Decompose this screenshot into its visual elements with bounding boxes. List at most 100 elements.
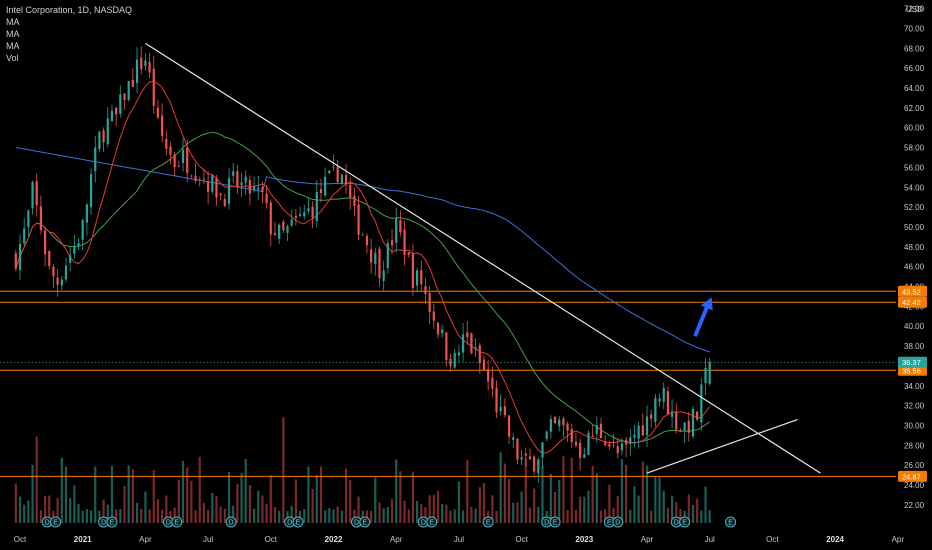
volume-bar [537, 506, 540, 523]
candle-body [319, 189, 323, 194]
price-axis[interactable]: 22.0024.0026.0028.0030.0032.0034.0036.00… [898, 5, 927, 510]
symbol-title[interactable]: Intel Corporation, 1D, NASDAQ [6, 5, 133, 15]
volume-bar [666, 507, 669, 523]
candle-body [349, 185, 352, 198]
volume-bar [420, 504, 423, 523]
volume-bar [641, 461, 644, 523]
candle [315, 180, 318, 228]
candle-body [244, 176, 247, 183]
candle-body [282, 221, 285, 231]
candle-body [35, 181, 38, 206]
price-tick-label: 52.00 [904, 203, 925, 212]
candle-body [219, 193, 222, 196]
candle [670, 399, 674, 429]
event-marker: D [225, 516, 237, 528]
candle [69, 247, 72, 271]
volume-bar [349, 479, 352, 523]
candle [533, 455, 536, 475]
level-badge-text: 43.52 [902, 287, 921, 296]
volume-bar [89, 510, 93, 523]
legend-ma-2[interactable]: MA [6, 29, 20, 39]
legend-ma-1[interactable]: MA [6, 17, 20, 27]
candle [625, 436, 628, 457]
candle [482, 355, 486, 371]
candle [629, 428, 632, 456]
candle [290, 209, 293, 228]
time-tick-label: Jul [454, 535, 464, 544]
candle [390, 229, 394, 254]
time-tick-label: 2024 [826, 535, 844, 544]
candle-body [512, 437, 515, 440]
volume-bar [240, 473, 243, 523]
event-marker: D [612, 516, 624, 528]
candle-body [60, 279, 63, 286]
candle-body [583, 454, 586, 458]
candle [645, 405, 649, 448]
candle [428, 285, 431, 325]
candle-body [629, 437, 632, 445]
event-circle [359, 516, 371, 528]
candle [227, 168, 231, 210]
candle-body [599, 423, 603, 439]
candle-body [495, 387, 498, 413]
candle-body [654, 397, 657, 423]
volume-bar [407, 509, 410, 523]
candle [679, 427, 682, 433]
candle-body [269, 202, 272, 235]
legend-volume[interactable]: Vol [6, 53, 19, 63]
candle [403, 221, 406, 266]
volume-bar [520, 491, 523, 523]
level-badge-text: 42.42 [902, 298, 921, 307]
candle [18, 234, 22, 280]
event-circle [171, 516, 183, 528]
volume-bar [599, 510, 603, 523]
volume-bar [570, 457, 573, 523]
price-tick-label: 22.00 [904, 501, 925, 510]
volume-bar [620, 459, 624, 523]
candle-body [106, 118, 109, 145]
level-badge: 24.87 [898, 470, 927, 482]
candle-body [252, 186, 256, 191]
volume-bar [328, 508, 331, 523]
candle [161, 103, 164, 143]
time-axis[interactable]: Oct 2021 Apr Jul Oct 2022 Apr Jul Oct 2023 Apr Jul O… [14, 535, 905, 544]
candle [340, 173, 343, 185]
candle-body [169, 146, 172, 155]
level-badge-bg [898, 285, 927, 297]
candle [650, 409, 653, 428]
price-tick-label: 54.00 [904, 183, 925, 192]
candle [683, 422, 686, 443]
volume-bar [449, 510, 452, 523]
candle [248, 175, 251, 206]
candle-body [491, 377, 494, 389]
volume-bar [574, 509, 578, 523]
candle-body [399, 219, 402, 233]
candle-body [675, 412, 678, 430]
time-tick-label: Oct [265, 535, 278, 544]
volume-bar [173, 507, 176, 523]
candle [207, 170, 210, 205]
volume-bar [654, 476, 657, 523]
candle-body [683, 422, 686, 431]
volume-bar [403, 500, 406, 523]
candle [35, 173, 38, 217]
candle [541, 442, 544, 469]
candle-body [528, 456, 532, 460]
volume-bar [290, 506, 293, 523]
candle-body [566, 423, 569, 431]
volume-bar [507, 479, 511, 523]
candlesticks [14, 46, 711, 484]
price-tick-label: 68.00 [904, 44, 925, 53]
volume-bar [282, 417, 285, 523]
event-marker: E [426, 516, 438, 528]
candle-body [474, 347, 477, 350]
volume-bar [604, 509, 607, 523]
event-label: E [53, 520, 58, 527]
price-tick-label: 40.00 [904, 322, 925, 331]
volume-bar [344, 468, 348, 523]
legend-ma-3[interactable]: MA [6, 41, 20, 51]
candle [637, 421, 640, 449]
volume-bar [223, 508, 226, 523]
